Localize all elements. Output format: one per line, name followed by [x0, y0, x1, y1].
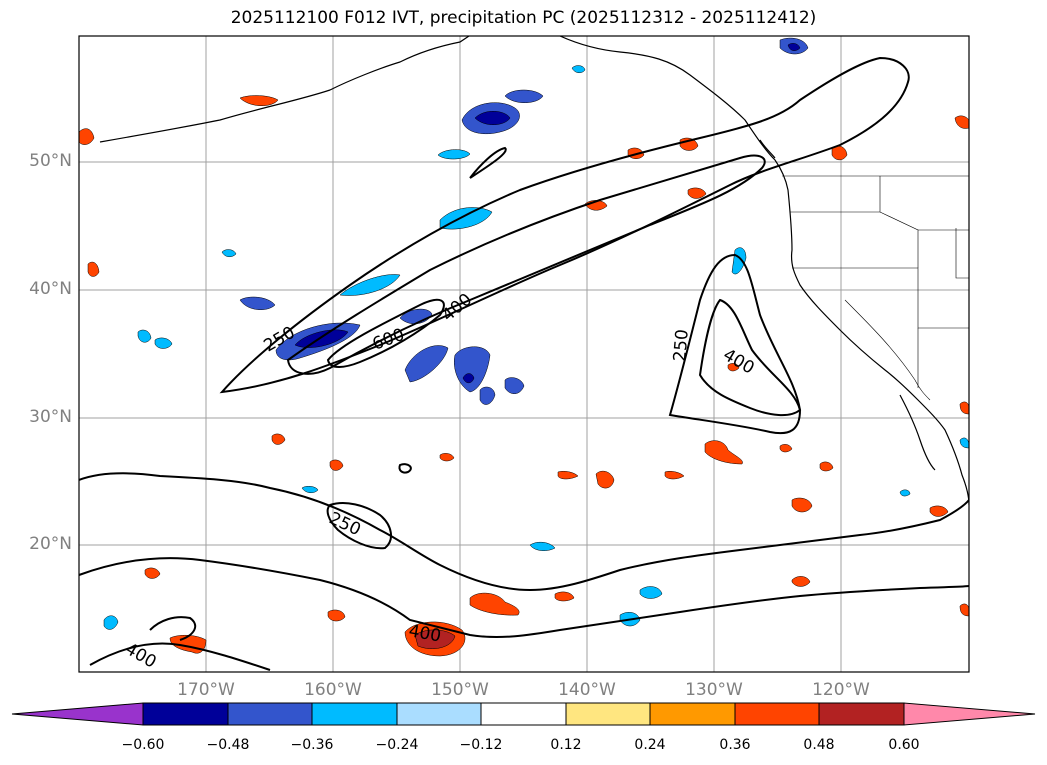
lon-tick-label: 140°W — [558, 680, 616, 700]
page-title: 2025112100 F012 IVT, precipitation PC (2… — [230, 8, 817, 28]
colorbar-cell — [565, 702, 651, 726]
colorbar-tick-label: 0.12 — [550, 737, 582, 753]
colorbar-cell — [396, 702, 482, 726]
colorbar-cell — [818, 702, 905, 726]
colorbar-tick-label: 0.36 — [719, 737, 751, 753]
colorbar-cell — [480, 702, 567, 726]
map-frame — [78, 35, 970, 673]
ivt-contours — [79, 56, 969, 671]
colorbar-tick-label: −0.24 — [375, 737, 419, 753]
lon-tick-label: 130°W — [685, 680, 743, 700]
lat-tick-label: 30°N — [29, 407, 72, 427]
lon-tick-label: 120°W — [812, 680, 870, 700]
lat-tick-label: 50°N — [29, 151, 72, 171]
colorbar-cell — [734, 702, 820, 726]
precip-positive-shading — [79, 95, 969, 657]
colorbar-extend-high — [903, 702, 1036, 726]
lon-tick-label: 160°W — [304, 680, 362, 700]
precip-negative-shading — [103, 37, 969, 630]
lat-tick-label: 20°N — [29, 534, 72, 554]
map-area — [79, 36, 969, 672]
colorbar-tick-label: −0.48 — [206, 737, 250, 753]
colorbar-tick-label: −0.36 — [290, 737, 334, 753]
lon-tick-label: 150°W — [431, 680, 489, 700]
colorbar-tick-label: 0.24 — [634, 737, 666, 753]
colorbar-cell — [649, 702, 736, 726]
colorbar — [11, 702, 1036, 726]
colorbar-extend-low — [11, 702, 144, 726]
lat-tick-label: 40°N — [29, 279, 72, 299]
colorbar-cell — [142, 702, 229, 726]
colorbar-cell — [311, 702, 398, 726]
colorbar-tick-label: 0.60 — [888, 737, 920, 753]
colorbar-tick-label: −0.12 — [459, 737, 503, 753]
lon-tick-label: 170°W — [177, 680, 235, 700]
contour-label: 250 — [670, 328, 693, 362]
state-borders — [782, 175, 969, 401]
coastlines — [99, 36, 969, 506]
colorbar-cell — [227, 702, 313, 726]
colorbar-tick-label: 0.48 — [803, 737, 835, 753]
colorbar-tick-label: −0.60 — [121, 737, 165, 753]
graticule — [79, 36, 969, 672]
